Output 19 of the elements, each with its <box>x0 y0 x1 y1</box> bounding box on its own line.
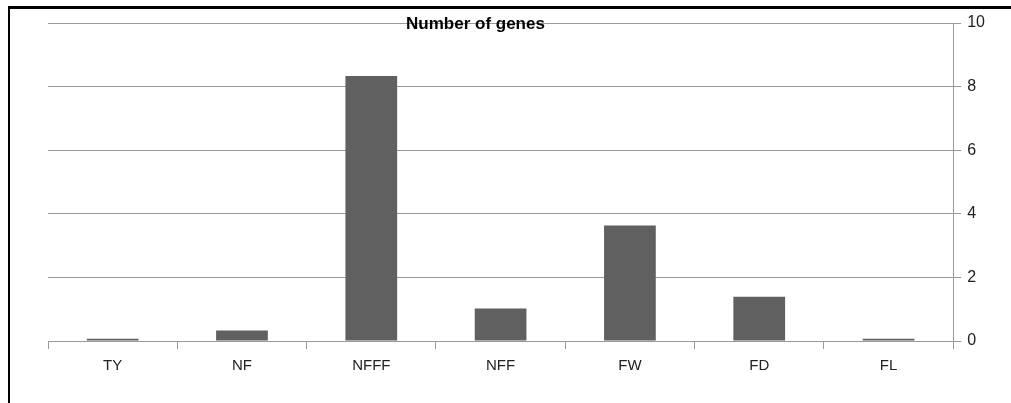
y-tick-label: 0 <box>967 331 977 349</box>
x-tick-label: TY <box>103 356 123 374</box>
bar <box>604 225 656 341</box>
y-tick-label: 4 <box>967 204 977 222</box>
y-tick-label: 2 <box>967 267 977 285</box>
x-tick-label: NFFF <box>352 356 391 374</box>
x-tick-label: NF <box>231 356 252 374</box>
y-tick-label: 8 <box>967 77 977 95</box>
bar <box>345 76 398 341</box>
y-tick-label: 10 <box>967 13 986 31</box>
x-tick-label: FW <box>618 356 643 374</box>
x-tick-label: FL <box>879 356 898 374</box>
chart-title: Number of genes <box>406 14 545 33</box>
bar <box>474 308 527 341</box>
x-tick-label: NFF <box>486 356 516 374</box>
y-tick-label: 6 <box>967 140 977 158</box>
bar <box>733 296 786 341</box>
x-tick-label: FD <box>749 356 770 374</box>
bar <box>216 330 268 341</box>
